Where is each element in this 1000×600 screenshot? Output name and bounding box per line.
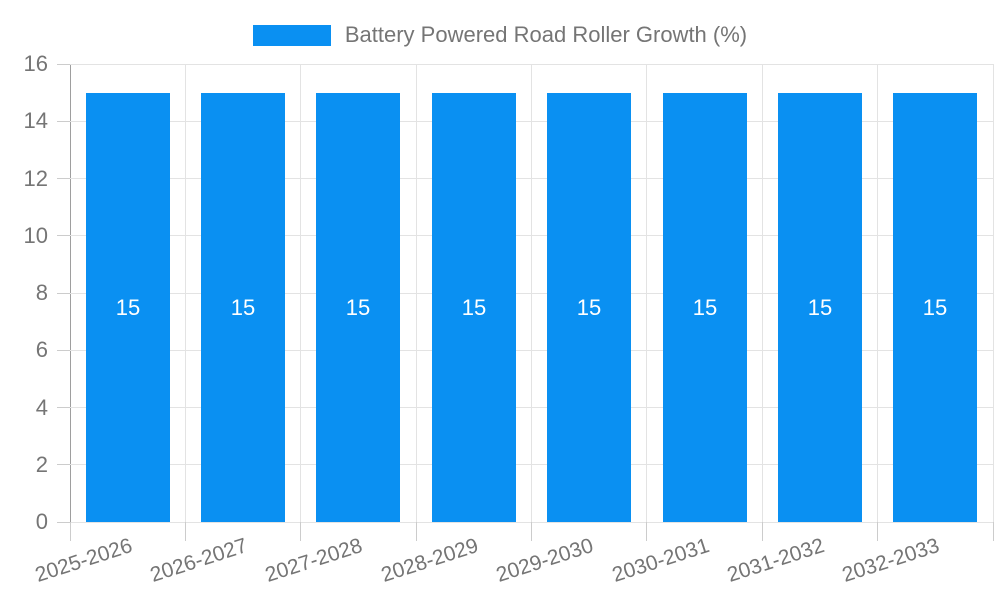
y-tick-label: 2 [35,451,48,477]
v-gridline [761,64,763,522]
y-tick-label: 14 [23,108,48,134]
y-tick-mark [57,407,70,408]
y-tick-label: 4 [35,394,48,420]
v-gridline [300,64,302,522]
y-tick-label: 12 [23,165,48,191]
y-tick-mark [57,63,70,65]
bar-value-label: 15 [345,295,371,320]
bar[interactable]: 15 [86,93,170,522]
y-tick-mark [57,349,70,351]
v-gridline [184,64,186,522]
x-tick-label: 2031-2032 [724,534,828,587]
chart-legend[interactable]: Battery Powered Road Roller Growth (%) [0,20,1000,50]
bar-value-label: 15 [461,295,487,320]
y-tick-label: 0 [35,509,48,534]
plot-area: 15 15 15 15 15 15 15 15 [70,63,994,523]
x-tick-mark [184,522,186,541]
x-tick-label: 2028-2029 [378,534,481,587]
v-gridline [531,64,532,522]
y-tick-mark [57,178,70,179]
y-tick-label: 16 [23,51,48,76]
y-tick-label: 6 [35,337,48,363]
x-tick-mark [992,522,994,541]
x-tick-mark [531,522,532,541]
y-tick-mark [57,464,70,466]
x-tick-mark [877,522,879,541]
bar[interactable]: 15 [201,93,285,522]
bar[interactable]: 15 [663,93,747,522]
bar[interactable]: 15 [547,93,631,522]
y-tick-mark [57,292,70,294]
y-tick-mark [57,120,70,122]
x-tick-mark [69,522,71,541]
x-tick-label: 2026-2027 [147,534,251,587]
x-tick-mark [415,522,417,541]
x-tick-label: 2025-2026 [32,534,135,587]
bar-value-label: 15 [922,295,948,320]
legend-label: Battery Powered Road Roller Growth (%) [344,22,748,47]
x-tick-label: 2032-2033 [839,534,943,587]
bar-value-label: 15 [230,295,256,320]
x-tick-mark [300,522,302,541]
y-tick-label: 10 [23,222,48,248]
y-tick-mark [57,235,70,237]
bar-value-label: 15 [692,295,718,320]
bar[interactable]: 15 [778,93,862,522]
x-tick-label: 2027-2028 [262,534,366,587]
bar[interactable]: 15 [432,93,516,522]
v-gridline [646,64,648,522]
bar-value-label: 15 [807,295,833,320]
y-tick-label: 8 [35,280,48,305]
v-gridline [992,64,994,522]
v-gridline [415,64,417,522]
x-tick-mark [761,522,763,541]
bar-value-label: 15 [576,295,602,320]
x-tick-label: 2030-2031 [609,534,712,587]
bar[interactable]: 15 [316,93,400,522]
y-tick-mark [57,521,70,523]
bar-value-label: 15 [115,295,141,320]
v-gridline [877,64,879,522]
bar[interactable]: 15 [893,93,977,522]
legend-swatch [252,24,331,46]
x-tick-mark [646,522,648,541]
x-tick-label: 2029-2030 [493,534,597,587]
